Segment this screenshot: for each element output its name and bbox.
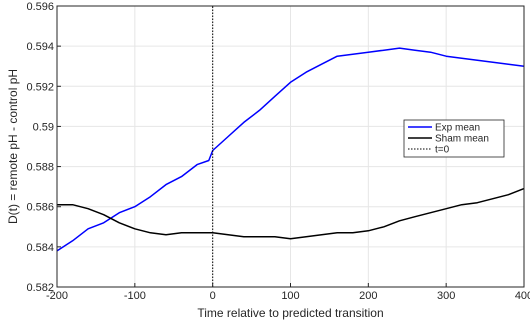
x-axis-label: Time relative to predicted transition	[197, 306, 383, 320]
series-line-0	[56, 47, 525, 252]
x-tick-label: -100	[124, 290, 146, 302]
y-tick-label: 0.596	[26, 1, 54, 13]
axis-ticks: -200 -100 0 100 200 300 400 0.582 0.584 0.586 0.58…	[26, 1, 530, 302]
y-tick-label: 0.582	[26, 282, 54, 294]
legend-label: Exp mean	[435, 123, 480, 134]
x-tick-label: -200	[46, 290, 68, 302]
y-tick-label: 0.584	[26, 242, 54, 254]
legend-label: t=0	[435, 145, 450, 156]
x-tick-label: 300	[437, 290, 455, 302]
legend-label: Sham mean	[435, 134, 489, 145]
x-tick-label: 400	[515, 290, 530, 302]
y-tick-label: 0.594	[26, 41, 54, 53]
x-tick-label: 100	[281, 290, 299, 302]
y-axis-label: D(t) = remote pH - control pH	[6, 69, 20, 224]
y-tick-label: 0.592	[26, 81, 54, 93]
x-tick-label: 0	[210, 290, 216, 302]
y-tick-label: 0.586	[26, 202, 54, 214]
series-line-1	[57, 187, 525, 240]
y-tick-label: 0.588	[26, 162, 54, 174]
x-tick-label: 200	[359, 290, 377, 302]
plot-frame	[56, 5, 525, 288]
y-tick-label: 0.59	[33, 121, 54, 133]
series-lines	[56, 6, 525, 287]
